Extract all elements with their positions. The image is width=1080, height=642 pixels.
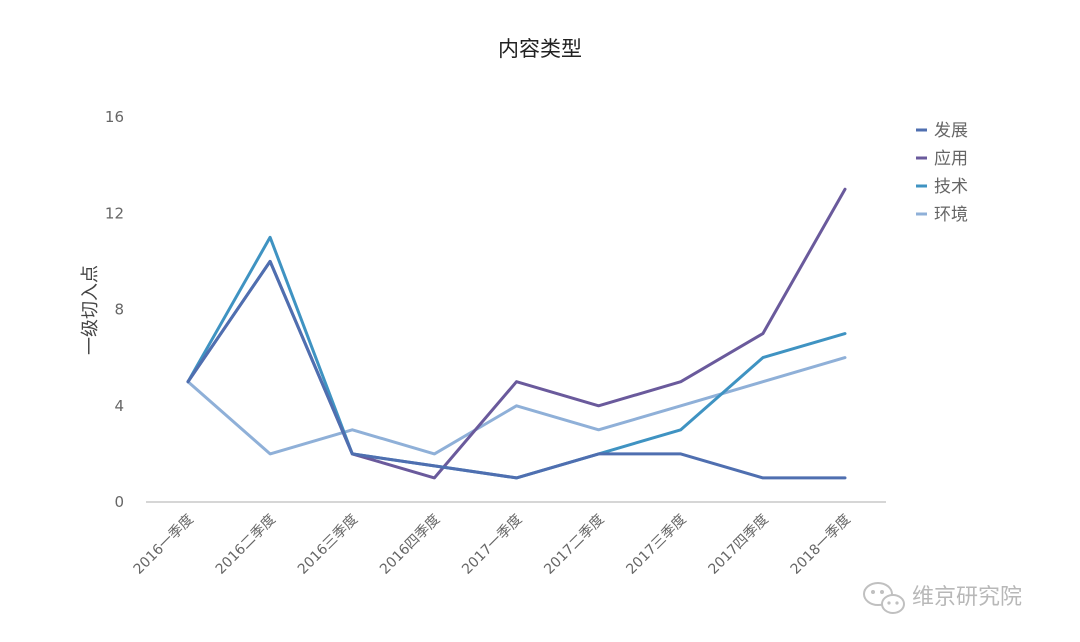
x-tick-labels: 2016一季度 2016二季度 2016三季度 2016四季度 2017一季度 2017二… xyxy=(131,512,854,578)
y-tick-label: 0 xyxy=(114,493,124,511)
legend-label: 应用 xyxy=(934,149,968,169)
watermark: 维京研究院 xyxy=(863,582,1022,614)
y-tick-label: 8 xyxy=(114,301,124,319)
y-tick-label: 4 xyxy=(114,397,124,415)
y-tick-label: 16 xyxy=(105,108,124,126)
x-tick-label: 2017二季度 xyxy=(541,512,607,578)
wechat-icon xyxy=(863,582,905,614)
chart-title: 内容类型 xyxy=(498,37,582,61)
series-line-2 xyxy=(186,235,847,480)
x-tick-label: 2016四季度 xyxy=(377,512,443,578)
legend-label: 发展 xyxy=(934,121,968,141)
x-tick-label: 2016一季度 xyxy=(131,512,197,578)
x-tick-label: 2017一季度 xyxy=(459,512,525,578)
watermark-text: 维京研究院 xyxy=(912,585,1022,610)
x-tick-label: 2018一季度 xyxy=(788,512,854,578)
series-line-3 xyxy=(186,356,847,456)
y-axis-label: 一级切入点 xyxy=(80,265,101,355)
x-tick-label: 2017三季度 xyxy=(623,512,689,578)
x-tick-label: 2016二季度 xyxy=(213,512,279,578)
series-line-1 xyxy=(186,187,847,480)
x-tick-label: 2016三季度 xyxy=(295,512,361,578)
legend-label: 技术 xyxy=(934,177,968,197)
y-tick-label: 12 xyxy=(105,204,124,222)
series-lines xyxy=(186,187,847,480)
series-line-0 xyxy=(186,259,847,480)
legend-label: 环境 xyxy=(934,205,968,225)
y-tick-labels: 0 4 8 12 16 xyxy=(105,108,124,511)
x-tick-label: 2017四季度 xyxy=(705,512,771,578)
